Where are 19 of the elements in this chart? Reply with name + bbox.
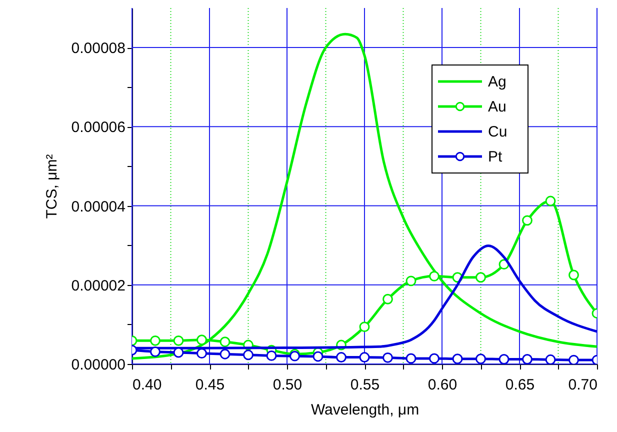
line-series <box>132 32 597 360</box>
y-axis-title: TCS, μm² <box>43 154 60 219</box>
x-tick-label: 0.65 <box>505 376 535 394</box>
x-tick-label: 0.55 <box>350 376 380 394</box>
legend-label: Au <box>488 98 506 116</box>
y-tick-label: 0.00004 <box>71 198 126 216</box>
y-tick-label: 0.00002 <box>71 277 126 294</box>
y-tick-label: 0.00000 <box>71 356 126 374</box>
x-tick-label: 0.50 <box>272 376 302 394</box>
x-axis-title: Wavelength, μm <box>310 402 420 418</box>
x-tick-label: 0.70 <box>568 376 598 394</box>
x-tick-label: 0.40 <box>132 376 162 394</box>
legend-label: Pt <box>488 148 504 166</box>
x-tick-label: 0.45 <box>195 376 225 394</box>
y-tick-label: 0.00008 <box>71 40 126 58</box>
legend-label: Ag <box>488 74 506 90</box>
y-tick-label: 0.00006 <box>71 119 126 136</box>
x-tick-label: 0.60 <box>428 376 458 394</box>
legend-label: Cu <box>488 124 508 140</box>
